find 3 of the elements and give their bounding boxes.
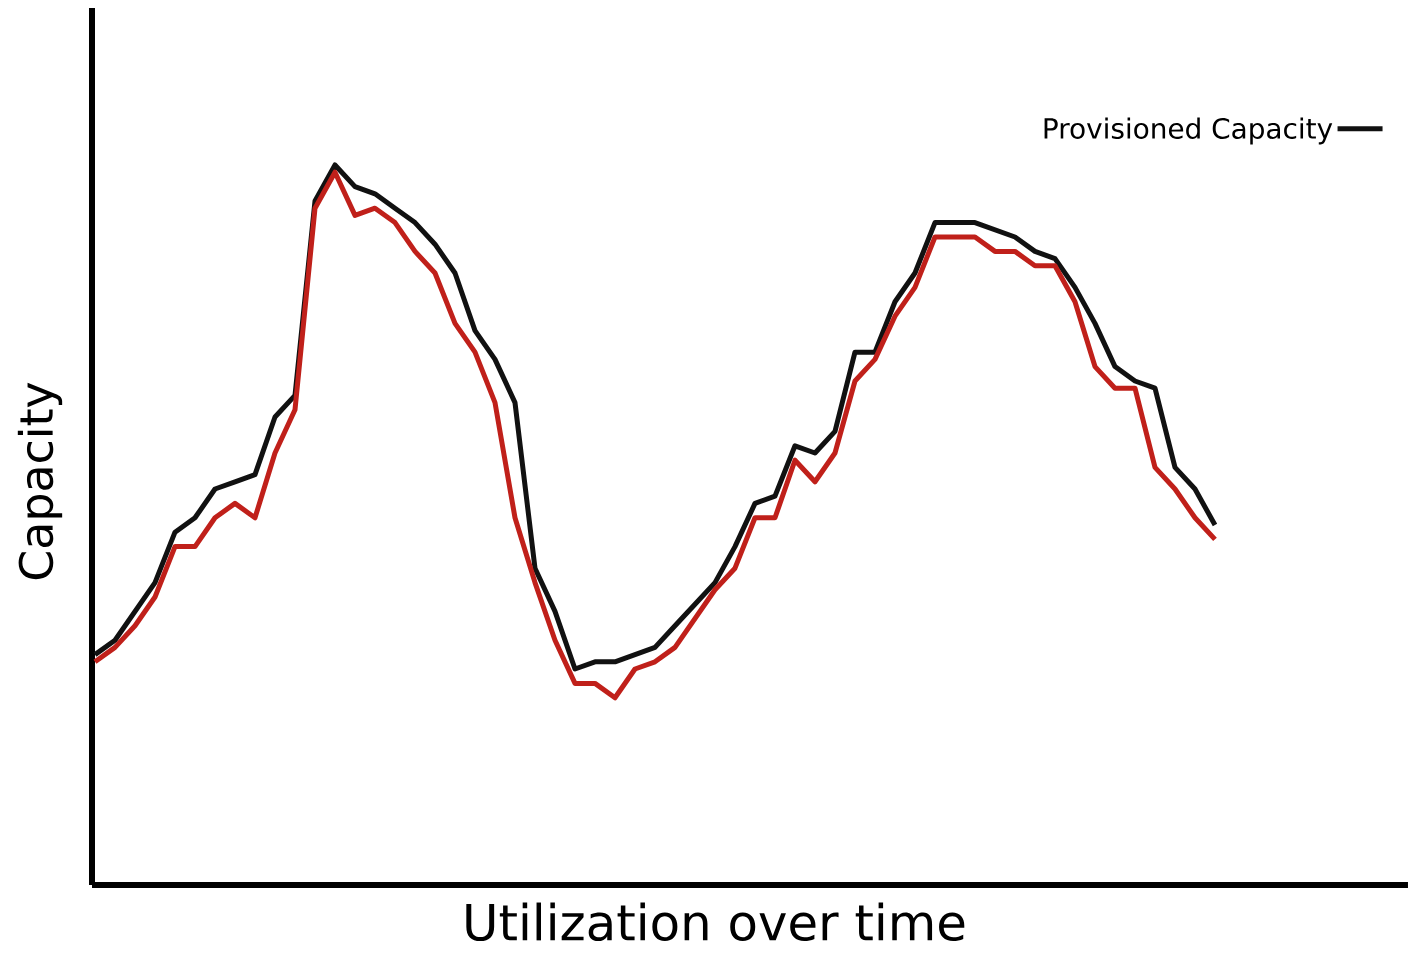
- legend-label: Provisioned Capacity: [1044, 117, 1333, 145]
- x-axis-title: Utilization over time: [466, 902, 965, 942]
- y-axis-title: Capacity: [17, 382, 63, 580]
